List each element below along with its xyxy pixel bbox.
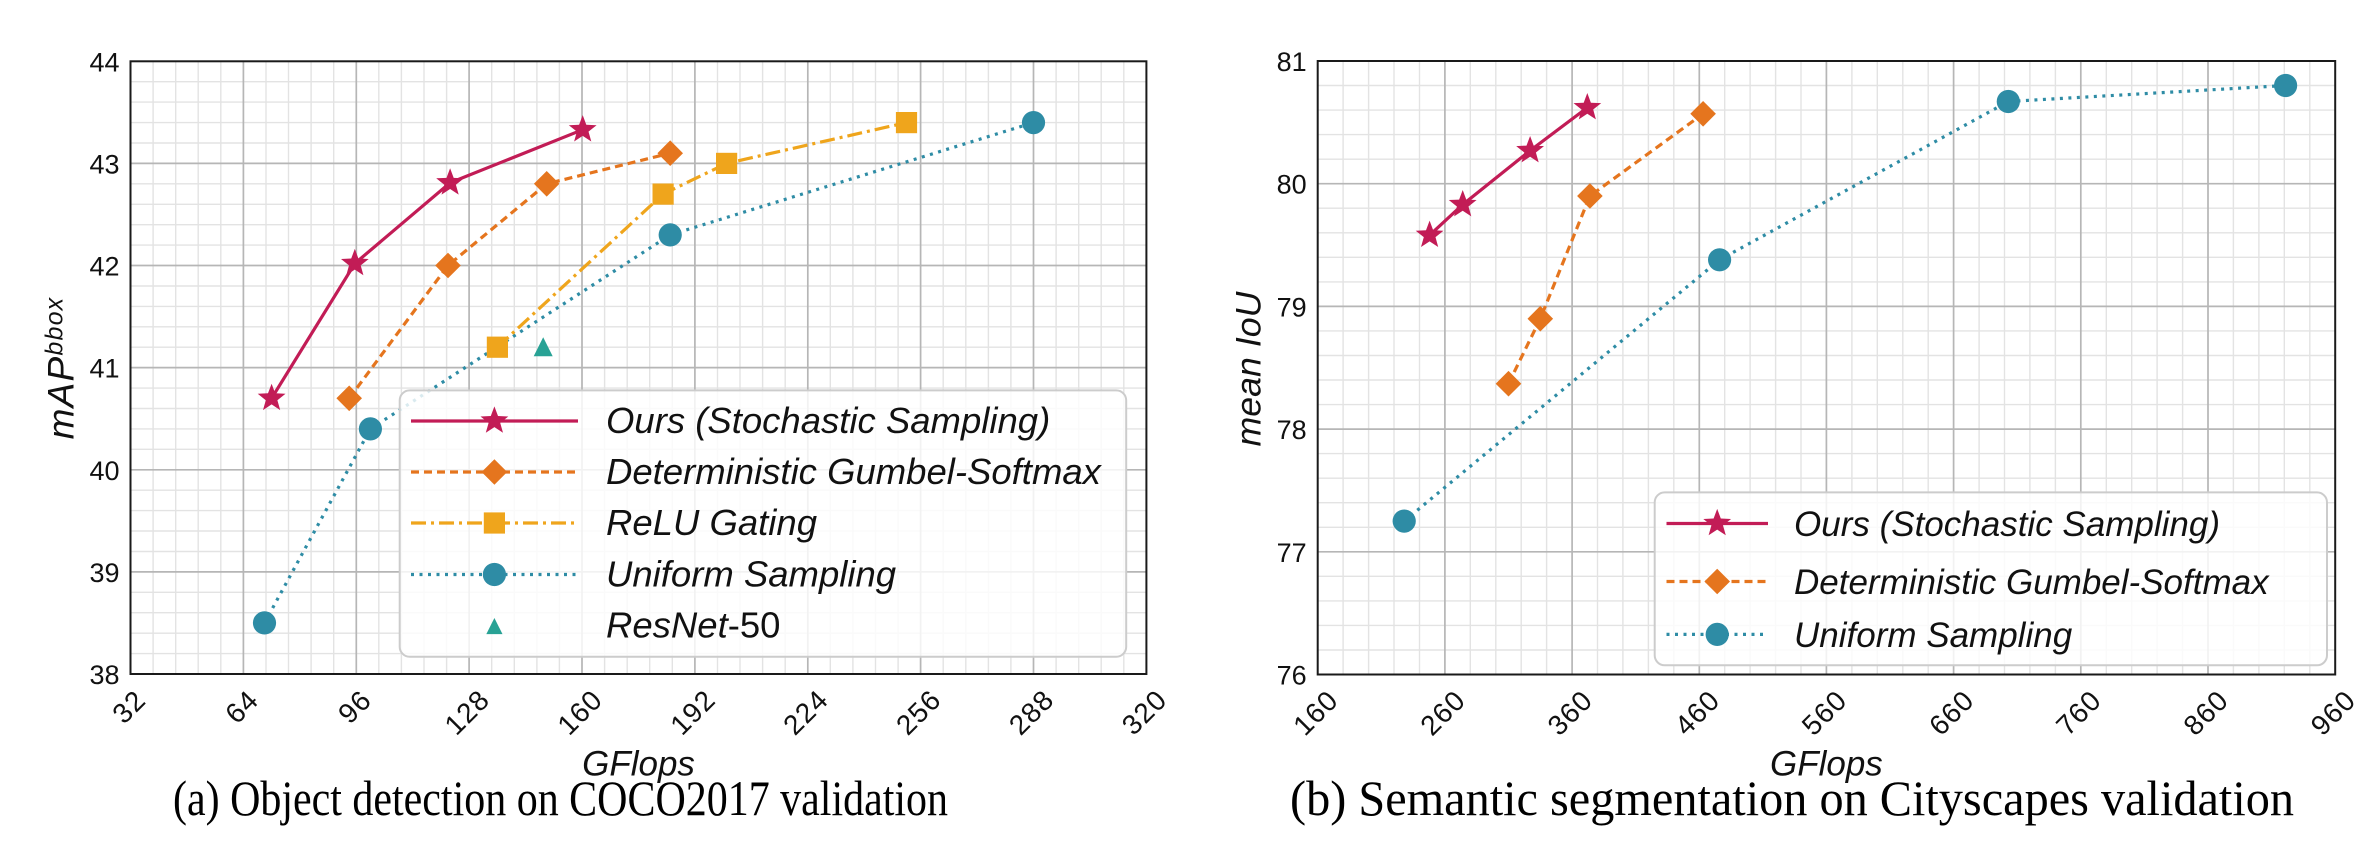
svg-text:Uniform Sampling: Uniform Sampling (1794, 616, 2073, 655)
svg-text:mean IoU: mean IoU (1230, 291, 1269, 447)
svg-text:ResNet-50: ResNet-50 (606, 605, 780, 646)
svg-text:Ours (Stochastic Sampling): Ours (Stochastic Sampling) (606, 400, 1050, 441)
svg-text:Uniform Sampling: Uniform Sampling (606, 554, 896, 595)
svg-text:79: 79 (1277, 292, 1307, 322)
svg-text:(b) Semantic segmentation on C: (b) Semantic segmentation on Cityscapes … (1290, 770, 2294, 826)
svg-text:77: 77 (1277, 538, 1307, 568)
svg-text:(a) Object detection on COCO20: (a) Object detection on COCO2017 validat… (173, 770, 948, 826)
svg-text:41: 41 (89, 354, 119, 384)
svg-text:GFlops: GFlops (1770, 745, 1883, 784)
svg-text:Deterministic Gumbel-Softmax: Deterministic Gumbel-Softmax (1794, 563, 2270, 602)
svg-text:40: 40 (89, 456, 119, 486)
svg-text:76: 76 (1277, 661, 1307, 691)
svg-text:80: 80 (1277, 170, 1307, 200)
svg-text:38: 38 (89, 660, 119, 690)
svg-text:GFlops: GFlops (582, 745, 695, 784)
svg-text:Deterministic Gumbel-Softmax: Deterministic Gumbel-Softmax (606, 451, 1103, 492)
svg-text:42: 42 (89, 252, 119, 282)
svg-text:78: 78 (1277, 415, 1307, 445)
svg-text:ReLU Gating: ReLU Gating (606, 502, 817, 543)
svg-text:44: 44 (89, 47, 119, 77)
svg-text:Ours (Stochastic Sampling): Ours (Stochastic Sampling) (1794, 505, 2220, 544)
svg-text:43: 43 (89, 149, 119, 179)
svg-text:81: 81 (1277, 47, 1307, 77)
svg-text:39: 39 (89, 558, 119, 588)
